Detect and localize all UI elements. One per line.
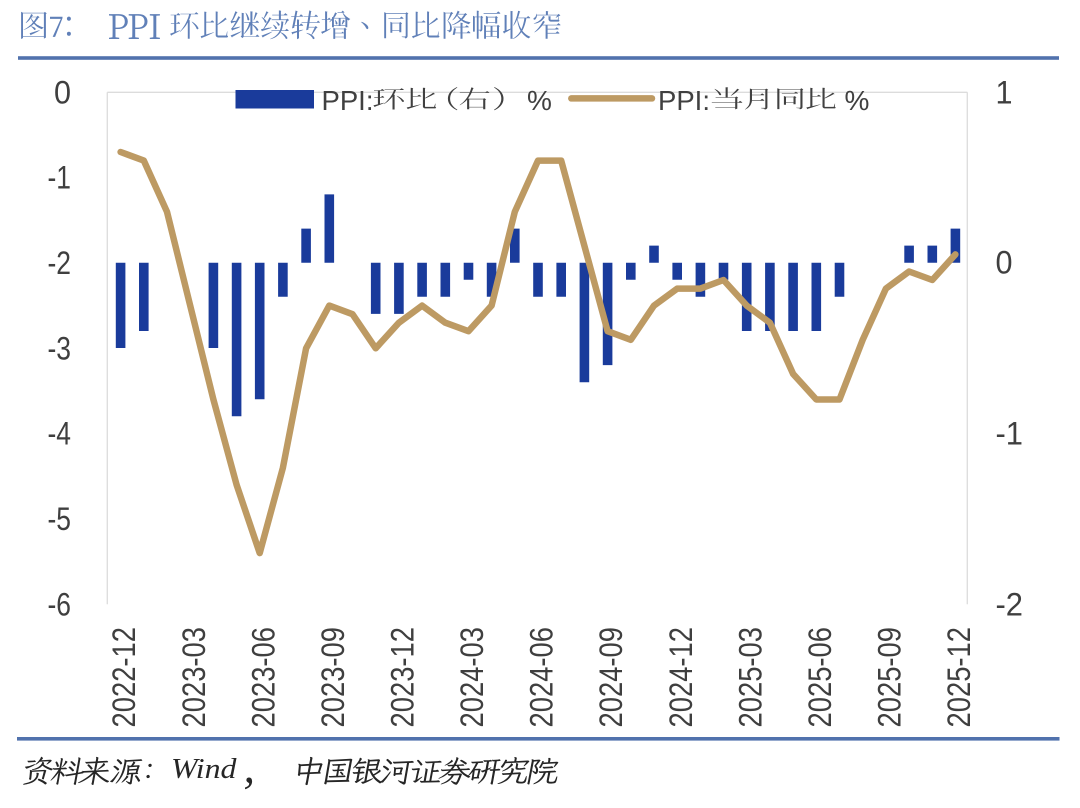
svg-text:-5: -5 bbox=[48, 501, 72, 537]
svg-text:,: , bbox=[244, 741, 256, 792]
svg-text:-6: -6 bbox=[48, 586, 72, 622]
svg-text:2024-09: 2024-09 bbox=[593, 627, 629, 728]
svg-text:2025-09: 2025-09 bbox=[872, 627, 908, 728]
svg-text:2023-12: 2023-12 bbox=[385, 627, 421, 728]
svg-text:%: % bbox=[845, 85, 870, 116]
svg-text:-3: -3 bbox=[48, 330, 72, 366]
svg-text:2024-06: 2024-06 bbox=[524, 627, 560, 728]
svg-text:-1: -1 bbox=[996, 415, 1024, 451]
svg-text:2023-09: 2023-09 bbox=[315, 627, 351, 728]
svg-text:2024-12: 2024-12 bbox=[663, 627, 699, 728]
svg-text:2025-03: 2025-03 bbox=[732, 627, 768, 728]
svg-text:1: 1 bbox=[996, 74, 1013, 110]
svg-text:-2: -2 bbox=[996, 586, 1024, 622]
svg-text:%: % bbox=[527, 85, 552, 116]
svg-text:2022-12: 2022-12 bbox=[106, 627, 142, 728]
svg-text:PPI:: PPI: bbox=[658, 85, 710, 116]
svg-text:0: 0 bbox=[54, 74, 71, 110]
svg-text:-2: -2 bbox=[48, 245, 72, 281]
svg-text:Wind: Wind bbox=[171, 753, 237, 785]
svg-text:-4: -4 bbox=[48, 416, 72, 452]
svg-text:2023-03: 2023-03 bbox=[176, 627, 212, 728]
svg-text:0: 0 bbox=[996, 245, 1013, 281]
svg-text:-1: -1 bbox=[48, 160, 72, 196]
svg-text:2024-03: 2024-03 bbox=[454, 627, 490, 728]
svg-text:2023-06: 2023-06 bbox=[245, 627, 281, 728]
svg-text:2025-06: 2025-06 bbox=[802, 627, 838, 728]
svg-text:2025-12: 2025-12 bbox=[941, 627, 977, 728]
svg-text:PPI:: PPI: bbox=[322, 85, 374, 116]
